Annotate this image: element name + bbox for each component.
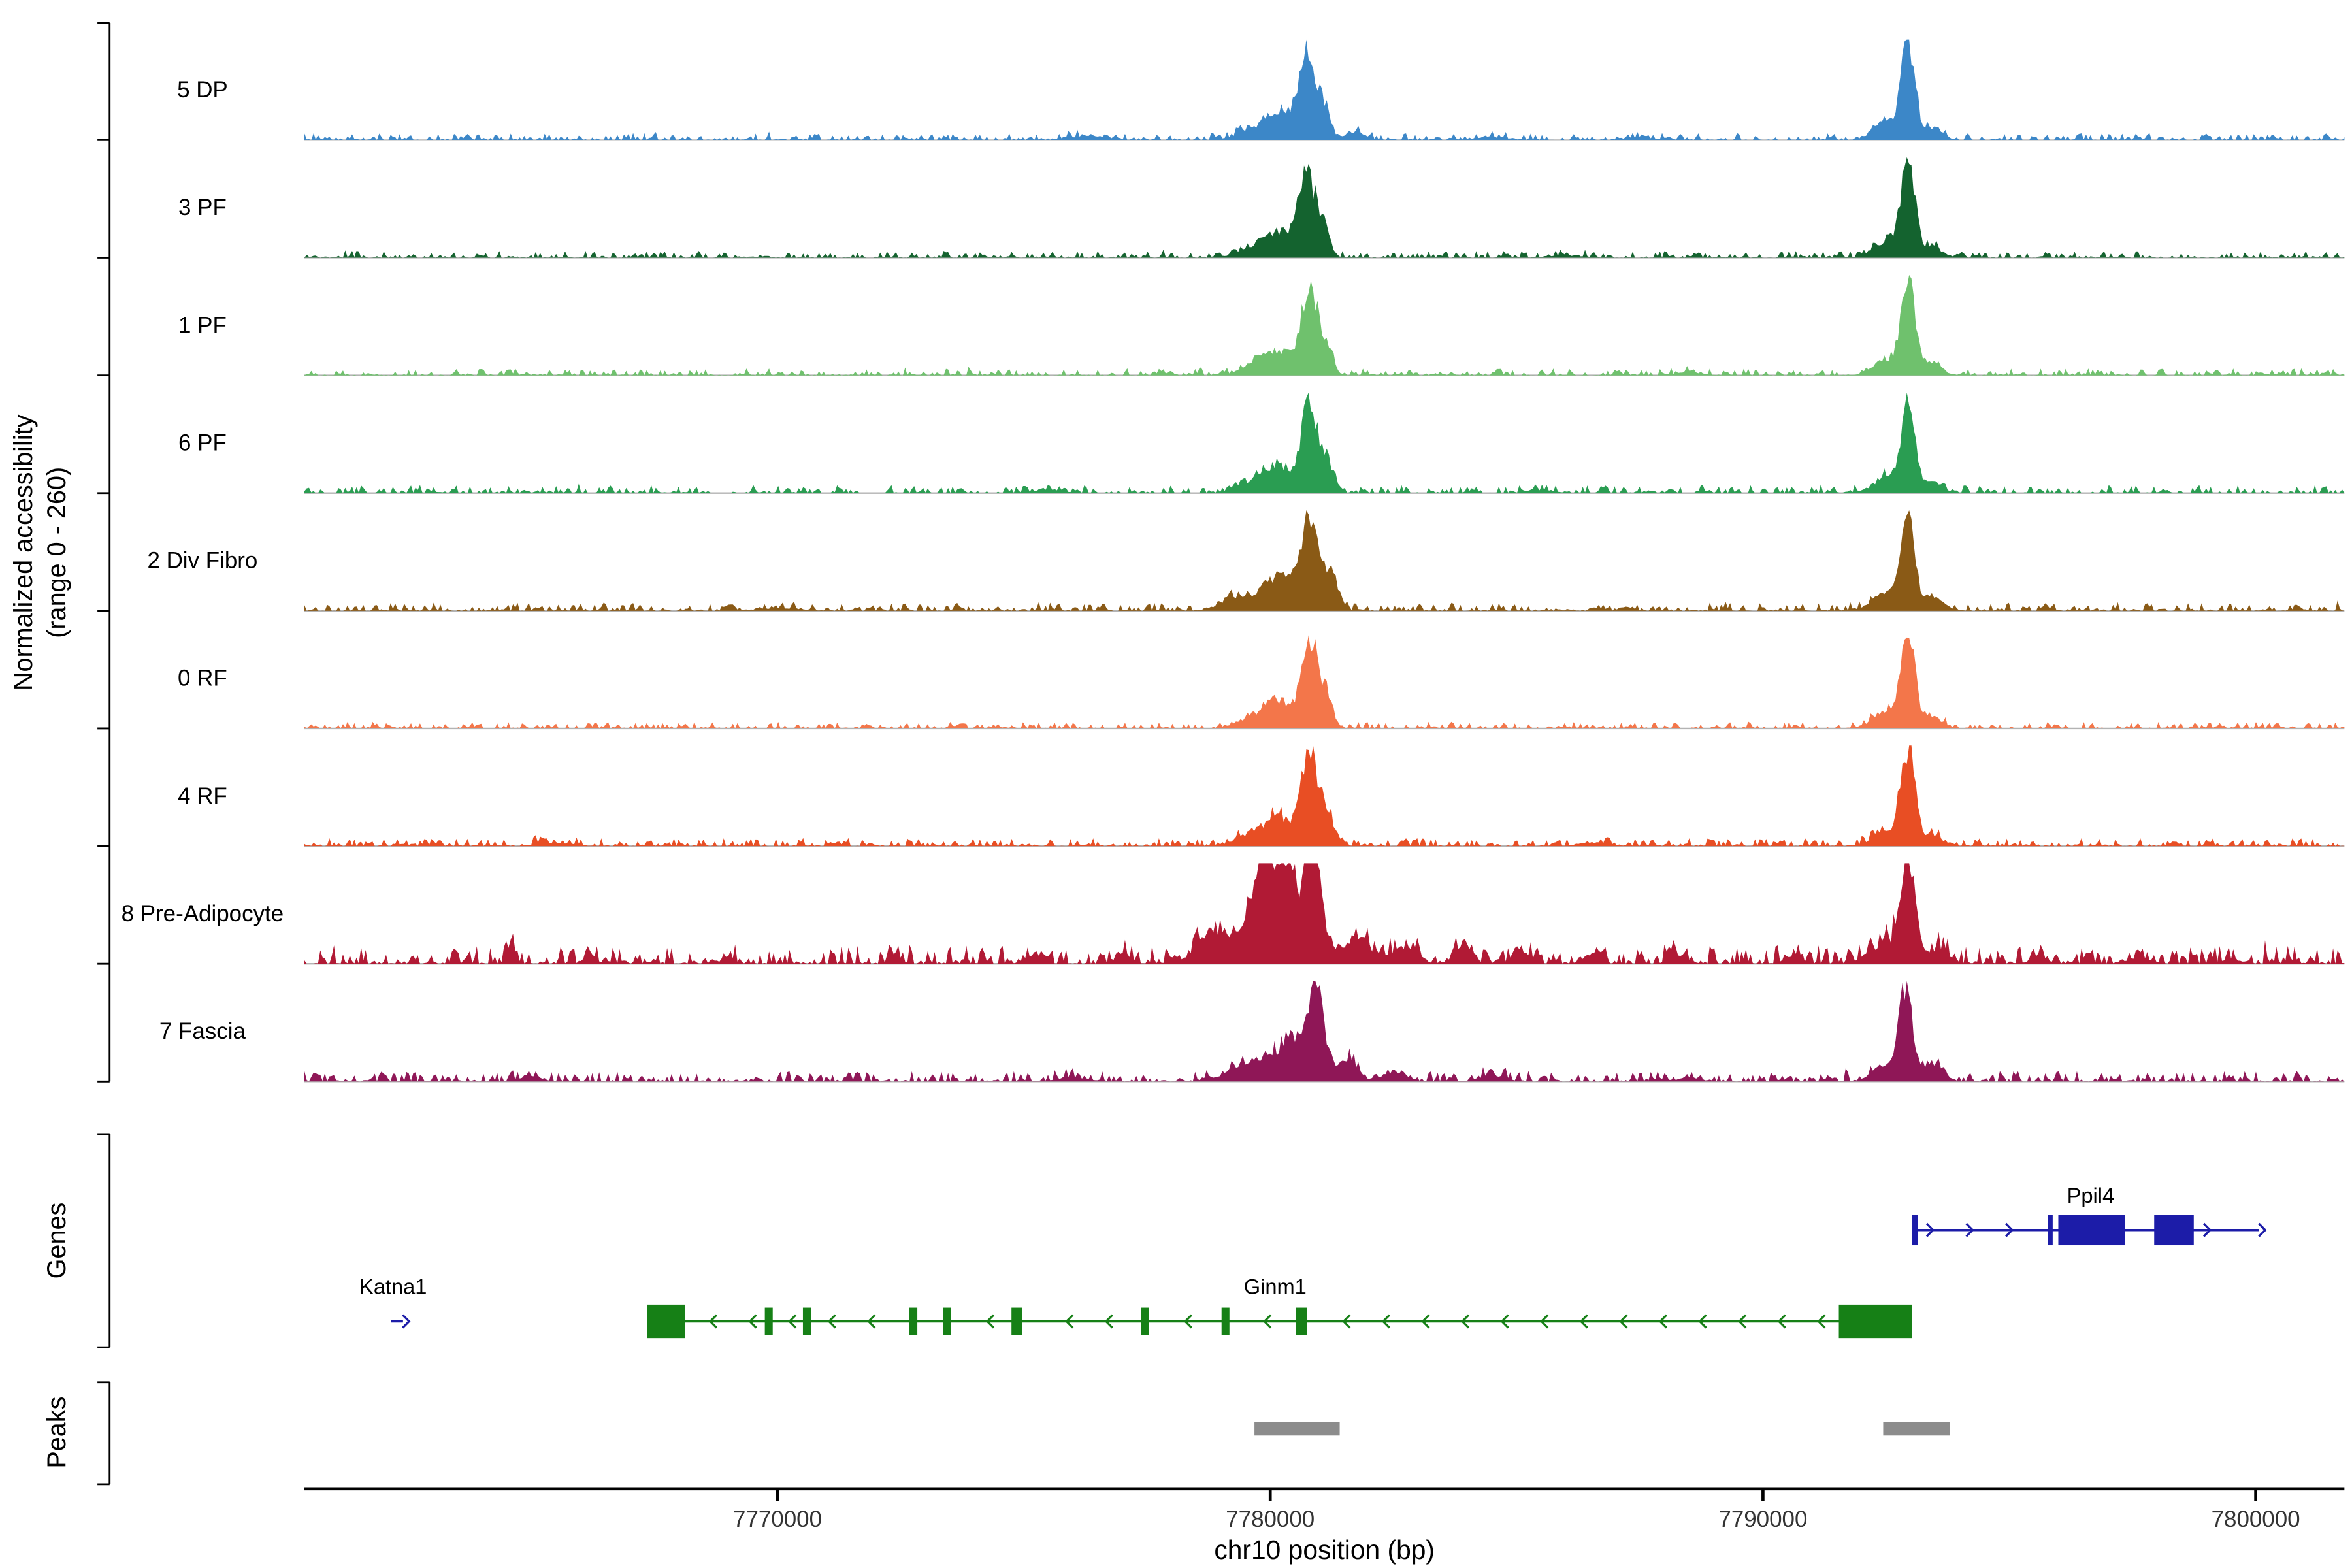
exon-ginm1 bbox=[647, 1304, 685, 1339]
strand-arrow-icon bbox=[1817, 1314, 1826, 1329]
exon-ginm1 bbox=[764, 1307, 773, 1335]
track-label: 0 RF bbox=[178, 666, 227, 691]
track-label: 1 PF bbox=[178, 312, 227, 338]
strand-arrow-icon bbox=[1183, 1314, 1193, 1329]
y-axis-label-line1: Normalized accessibility bbox=[9, 414, 38, 691]
strand-arrow-icon bbox=[1421, 1314, 1430, 1329]
track-label: 2 Div Fibro bbox=[147, 548, 257, 574]
exon-ppil4 bbox=[2154, 1215, 2194, 1246]
track-signal-4-rf bbox=[304, 745, 2345, 847]
track-signal-1-pf bbox=[304, 274, 2345, 376]
track-signal-5-dp bbox=[304, 39, 2345, 140]
exon-ppil4 bbox=[2058, 1215, 2125, 1246]
exon-ginm1 bbox=[1011, 1307, 1022, 1335]
track-label: 8 Pre-Adipocyte bbox=[122, 901, 284, 926]
peaks-section-label: Peaks bbox=[42, 1397, 71, 1469]
strand-arrow-icon bbox=[1965, 1222, 1974, 1237]
strand-arrow-icon bbox=[1065, 1314, 1074, 1329]
exon-ginm1 bbox=[1221, 1307, 1230, 1335]
strand-arrow-icon bbox=[1579, 1314, 1588, 1329]
exon-ginm1 bbox=[802, 1307, 811, 1335]
strand-arrow-icon bbox=[1263, 1314, 1272, 1329]
strand-arrow-icon bbox=[2005, 1222, 2014, 1237]
strand-arrow-icon bbox=[708, 1314, 718, 1329]
strand-arrow-icon bbox=[1619, 1314, 1628, 1329]
strand-arrow-icon bbox=[748, 1314, 757, 1329]
gene-label-ppil4: Ppil4 bbox=[2067, 1183, 2115, 1207]
genes-section-label: Genes bbox=[42, 1203, 71, 1279]
strand-arrow-icon bbox=[788, 1314, 797, 1329]
strand-arrow-icon bbox=[867, 1314, 876, 1329]
strand-arrow-icon bbox=[2258, 1222, 2267, 1237]
track-signal-0-rf bbox=[304, 635, 2345, 728]
y-axis-label-line2: (range 0 - 260) bbox=[42, 467, 71, 638]
x-axis-tick-label: 7770000 bbox=[733, 1507, 822, 1532]
exon-ppil4 bbox=[1912, 1215, 1918, 1246]
strand-arrow-icon bbox=[1460, 1314, 1470, 1329]
strand-arrow-icon bbox=[1737, 1314, 1747, 1329]
track-signal-8-pre-adipocyte bbox=[304, 863, 2345, 964]
track-label: 5 DP bbox=[177, 77, 228, 103]
strand-arrow-icon bbox=[2202, 1222, 2212, 1237]
generated-content-layer: 5 DP 3 PF 1 PF 6 PF 2 Div Fibro 0 RF 4 RF 8 Pre… bbox=[97, 22, 2345, 1532]
strand-arrow-icon bbox=[1500, 1314, 1509, 1329]
strand-arrow-icon bbox=[1540, 1314, 1549, 1329]
x-axis-tick-label: 7780000 bbox=[1226, 1507, 1315, 1532]
exon-ginm1 bbox=[943, 1307, 951, 1335]
strand-arrow-icon bbox=[1658, 1314, 1668, 1329]
exon-ginm1 bbox=[1141, 1307, 1149, 1335]
strand-arrow-icon bbox=[402, 1314, 411, 1329]
peak-region-bar bbox=[1254, 1422, 1340, 1436]
track-label: 7 Fascia bbox=[159, 1019, 246, 1044]
exon-ginm1 bbox=[1838, 1304, 1912, 1339]
gene-label-ginm1: Ginm1 bbox=[1244, 1275, 1307, 1299]
strand-arrow-icon bbox=[827, 1314, 836, 1329]
gene-label-katna1: Katna1 bbox=[359, 1275, 427, 1299]
exon-ginm1 bbox=[909, 1307, 918, 1335]
track-signal-7-fascia bbox=[304, 981, 2345, 1082]
track-label: 6 PF bbox=[178, 430, 227, 455]
x-axis-label: chr10 position (bp) bbox=[1214, 1535, 1435, 1565]
track-signal-2-div-fibro bbox=[304, 510, 2345, 611]
exon-ppil4 bbox=[2048, 1215, 2053, 1246]
track-label: 4 RF bbox=[178, 783, 227, 809]
track-label: 3 PF bbox=[178, 195, 227, 220]
strand-arrow-icon bbox=[1925, 1222, 1935, 1237]
strand-arrow-icon bbox=[1777, 1314, 1786, 1329]
peak-region-bar bbox=[1883, 1422, 1951, 1436]
track-signal-3-pf bbox=[304, 157, 2345, 258]
x-axis-tick-label: 7800000 bbox=[2212, 1507, 2300, 1532]
track-signal-6-pf bbox=[304, 392, 2345, 493]
exon-ginm1 bbox=[1296, 1307, 1307, 1335]
strand-arrow-icon bbox=[1104, 1314, 1113, 1329]
strand-arrow-icon bbox=[1381, 1314, 1390, 1329]
strand-arrow-icon bbox=[985, 1314, 995, 1329]
strand-arrow-icon bbox=[1698, 1314, 1707, 1329]
strand-arrow-icon bbox=[1342, 1314, 1351, 1329]
x-axis-tick-label: 7790000 bbox=[1718, 1507, 1807, 1532]
